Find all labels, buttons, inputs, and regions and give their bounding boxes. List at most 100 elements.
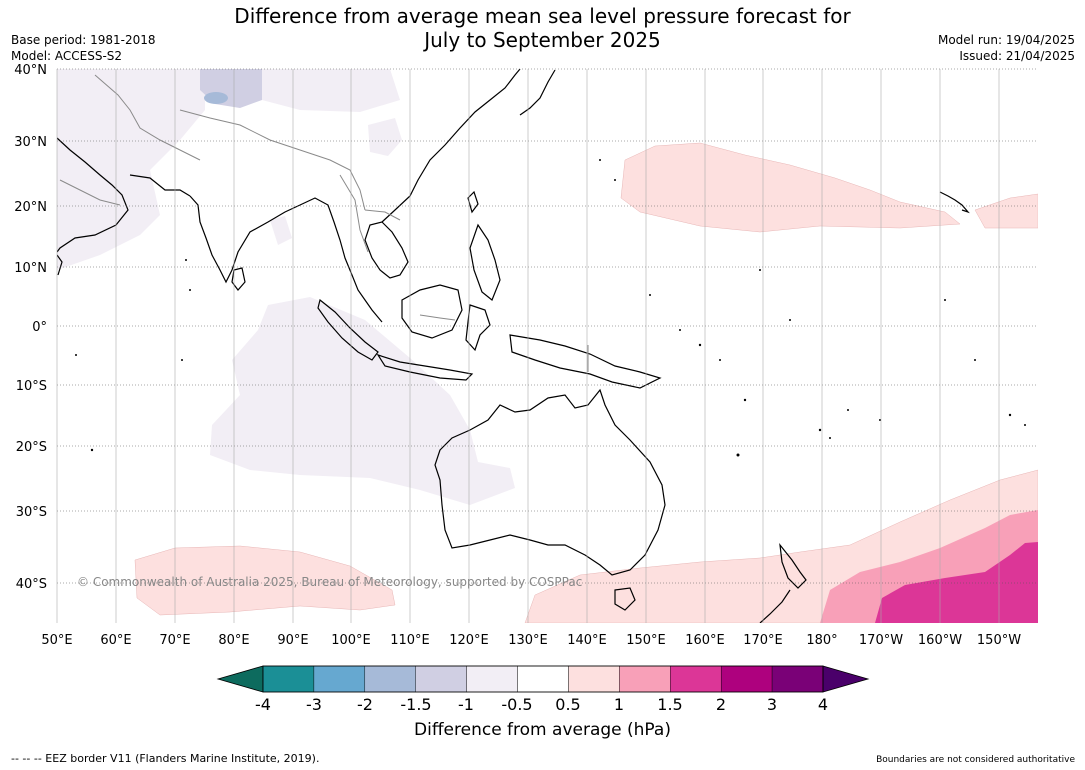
latitude-labels: 40°N 30°N 20°N 10°N 0° 10°S 20°S 30°S 40… xyxy=(14,63,47,592)
lon-label: 150°W xyxy=(977,633,1021,648)
lon-label: 110°E xyxy=(390,633,430,648)
colorbar-tick: -4 xyxy=(255,695,271,714)
boundaries-disclaimer: Boundaries are not considered authoritat… xyxy=(876,755,1075,765)
coast-africa-horn xyxy=(57,254,63,276)
eez-border-note: -- -- -- EEZ border V11 (Flanders Marine… xyxy=(11,752,320,765)
colorbar-swatch xyxy=(313,665,366,693)
coast-india xyxy=(189,195,301,284)
anomaly-region-west-asia xyxy=(57,69,205,270)
lon-label: 130°E xyxy=(508,633,548,648)
coast-korea-japan xyxy=(519,69,556,116)
coast-new-zealand-north xyxy=(779,542,807,589)
coast-taiwan xyxy=(467,190,479,214)
pacific-islands xyxy=(75,159,1026,457)
coastlines xyxy=(57,69,970,623)
lon-label: 80°E xyxy=(218,633,249,648)
lon-label: 170°E xyxy=(743,633,783,648)
colorbar-swatch xyxy=(720,665,773,693)
anomaly-region-south-indian xyxy=(134,545,396,616)
model-name: Model: ACCESS-S2 xyxy=(11,49,123,63)
lon-label: 140°E xyxy=(567,633,607,648)
lat-label: 30°S xyxy=(16,505,47,520)
colorbar-tick: 2 xyxy=(716,695,726,714)
lon-label: 160°E xyxy=(685,633,725,648)
anomaly-region-tibet xyxy=(260,69,400,112)
colorbar-tick: -1 xyxy=(458,695,474,714)
colorbar-swatch xyxy=(771,665,824,693)
anomaly-spot-himalaya xyxy=(204,92,228,104)
coast-sulawesi xyxy=(465,304,491,352)
colorbar-tick: 3 xyxy=(767,695,777,714)
title-line-1: Difference from average mean sea level p… xyxy=(234,4,851,28)
lon-label: 150°E xyxy=(626,633,666,648)
colorbar-swatch xyxy=(415,665,467,693)
lon-label: 100°E xyxy=(331,633,371,648)
lat-label: 40°N xyxy=(14,63,47,78)
lon-label: 160°W xyxy=(918,633,962,648)
colorbar-tick: -1.5 xyxy=(400,695,431,714)
coast-iran-pakistan xyxy=(129,174,191,197)
lat-label: 30°N xyxy=(14,135,47,150)
colorbar-swatch xyxy=(262,665,315,693)
anomaly-region-south-pacific-core xyxy=(875,542,1038,623)
country-borders xyxy=(59,74,589,372)
border-laos xyxy=(364,209,401,221)
colorbar-tick: -3 xyxy=(306,695,322,714)
coast-new-guinea xyxy=(509,334,662,389)
colorbar-swatch xyxy=(619,665,671,693)
coast-indochina xyxy=(364,221,409,279)
coast-sri-lanka xyxy=(231,267,246,291)
base-period: Base period: 1981-2018 xyxy=(11,33,156,47)
colorbar-swatch xyxy=(466,665,518,693)
anomaly-region-north-east-pacific xyxy=(974,193,1038,229)
coast-new-zealand-south xyxy=(759,589,791,623)
colorbar-title: Difference from average (hPa) xyxy=(414,720,671,740)
lat-label: 10°N xyxy=(14,261,47,276)
lon-label: 60°E xyxy=(100,633,131,648)
colorbar-tick: 0.5 xyxy=(555,695,580,714)
anomaly-region-china-east xyxy=(368,118,402,156)
lat-label: 20°N xyxy=(14,200,47,215)
coast-bay-bengal-se-asia xyxy=(299,197,383,323)
colorbar-swatch xyxy=(568,665,620,693)
base-period-info: Base period: 1981-2018 Model: ACCESS-S2 xyxy=(11,32,156,64)
coast-arabia-africa xyxy=(57,137,129,253)
anomaly-region-north-pacific xyxy=(620,142,961,233)
colorbar-tick: 1.5 xyxy=(657,695,682,714)
model-run: Model run: 19/04/2025 xyxy=(937,33,1075,47)
lon-label: 120°E xyxy=(449,633,489,648)
coast-tasmania xyxy=(614,587,636,611)
colorbar-swatch xyxy=(364,665,416,693)
coast-philippines xyxy=(469,223,501,301)
colorbar-swatch xyxy=(517,665,569,693)
copyright-notice: © Commonwealth of Australia 2025, Bureau… xyxy=(77,575,582,589)
lon-label: 70°E xyxy=(159,633,190,648)
colorbar-frame xyxy=(262,665,824,693)
meridians xyxy=(56,69,1000,623)
longitude-labels: 50°E 60°E 70°E 80°E 90°E 100°E 110°E 120… xyxy=(41,633,1021,648)
border-himalaya xyxy=(179,109,366,211)
issued-date: Issued: 21/04/2025 xyxy=(959,49,1075,63)
lon-label: 50°E xyxy=(41,633,72,648)
colorbar-over-arrow xyxy=(822,665,870,693)
colorbar-tick: 1 xyxy=(614,695,624,714)
colorbar-swatch xyxy=(670,665,722,693)
colorbar-tick: -0.5 xyxy=(501,695,532,714)
title-line-2: July to September 2025 xyxy=(424,28,661,52)
anomaly-region-india-west xyxy=(270,216,292,245)
lon-label: 180° xyxy=(806,633,837,648)
border-central-asia xyxy=(94,74,201,161)
coast-china xyxy=(381,69,521,223)
border-myanmar xyxy=(339,174,369,253)
colorbar-tick: 4 xyxy=(818,695,828,714)
colorbar-tick: -2 xyxy=(357,695,373,714)
colorbar-under-arrow xyxy=(216,665,264,693)
lat-label: 20°S xyxy=(16,440,47,455)
border-arabia xyxy=(59,179,121,206)
model-run-info: Model run: 19/04/2025 Issued: 21/04/2025 xyxy=(938,32,1075,64)
coast-hawaii xyxy=(939,191,970,214)
coast-sumatra xyxy=(317,298,379,361)
map-frame xyxy=(57,69,1038,623)
coast-australia xyxy=(434,388,666,576)
